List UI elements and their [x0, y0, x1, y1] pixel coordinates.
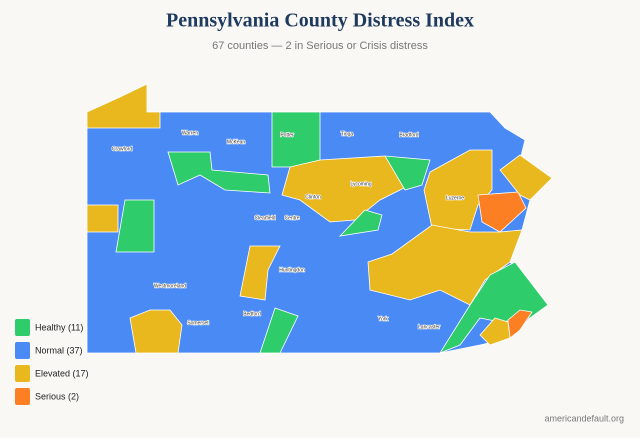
source: americandefault.org [544, 413, 624, 423]
county-area [239, 245, 281, 301]
title: Pennsylvania County Distress Index [166, 10, 474, 32]
county-area [281, 155, 411, 223]
legend-swatch [15, 365, 30, 382]
legend-label: Normal (37) [35, 345, 83, 355]
county-label: Somerset [187, 320, 209, 326]
county-area [86, 83, 161, 129]
county-label: Warren [182, 130, 198, 136]
county-label: Clearfield [254, 215, 275, 221]
county-area [384, 155, 431, 191]
subtitle: 67 counties — 2 in Serious or Crisis dis… [212, 40, 428, 52]
county-label: Lancaster [418, 324, 440, 330]
county-area [115, 199, 155, 253]
county-label: Crawford [112, 146, 133, 152]
county-area [499, 154, 553, 201]
county-label: Lycoming [350, 181, 371, 187]
county-label: Luzerne [446, 195, 464, 201]
legend-swatch [15, 319, 30, 336]
county-area [367, 224, 523, 306]
county-area [479, 317, 511, 346]
county-area [271, 111, 321, 168]
legend-swatch [15, 388, 30, 405]
county-label: Huntingdon [279, 267, 305, 273]
county-label: Westmoreland [154, 283, 186, 289]
county-label: Bedford [243, 311, 261, 317]
county-label: Potter [280, 132, 294, 138]
county-area [129, 309, 183, 354]
county-area [338, 209, 383, 237]
county-label: York [378, 316, 388, 322]
county-area [167, 151, 271, 194]
county-labels: Warren McKean Potter Tioga Bradford Crawford L… [111, 130, 465, 331]
county-area [86, 204, 119, 233]
county-label: Clinton [305, 194, 321, 200]
county-area [259, 307, 299, 354]
county-area [477, 191, 527, 233]
legend-label: Elevated (17) [35, 368, 89, 378]
county-label: Bradford [399, 132, 418, 138]
legend-label: Healthy (11) [35, 322, 83, 332]
county-area [423, 149, 493, 231]
county-label: McKean [227, 139, 246, 145]
state-map [86, 83, 553, 354]
legend-label: Serious (2) [35, 391, 79, 401]
legend: Healthy (11) Normal (37) Elevated (17) Seri… [15, 319, 89, 405]
county-label: Tioga [341, 131, 354, 137]
county-label: Centre [284, 215, 299, 221]
legend-swatch [15, 342, 30, 359]
